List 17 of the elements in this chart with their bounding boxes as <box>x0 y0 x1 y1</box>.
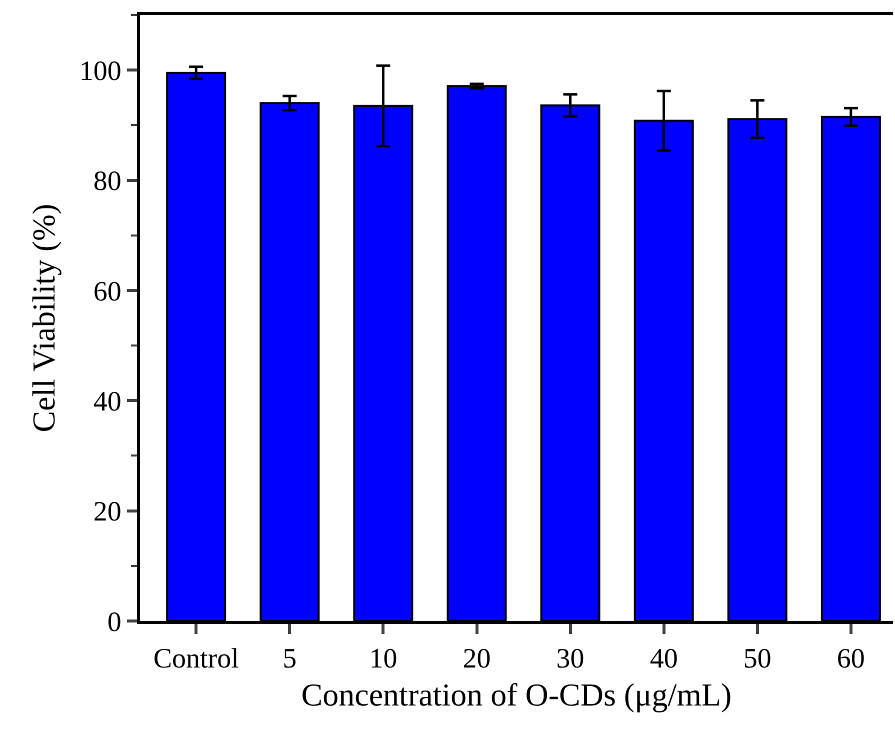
x-tick-label: 50 <box>743 644 772 675</box>
y-tick-label: 80 <box>93 166 122 198</box>
x-tick-label: 5 <box>282 644 297 675</box>
x-axis-title: Concentration of O-CDs (μg/mL) <box>301 676 732 712</box>
x-tick-label: Control <box>153 644 240 675</box>
y-tick-label: 0 <box>107 606 122 638</box>
y-axis-title: Cell Viability (%) <box>26 204 62 432</box>
y-tick-label: 40 <box>93 386 122 418</box>
x-tick-label: 30 <box>556 644 584 675</box>
y-tick-label: 100 <box>79 56 122 87</box>
y-tick-label: 20 <box>93 496 122 528</box>
x-tick-label: 20 <box>462 644 491 675</box>
bar <box>446 85 507 621</box>
x-tick-label: 40 <box>650 644 678 675</box>
x-tick-label: 10 <box>369 644 398 675</box>
x-tick-label: 60 <box>836 644 865 675</box>
y-tick-label: 60 <box>93 276 122 308</box>
